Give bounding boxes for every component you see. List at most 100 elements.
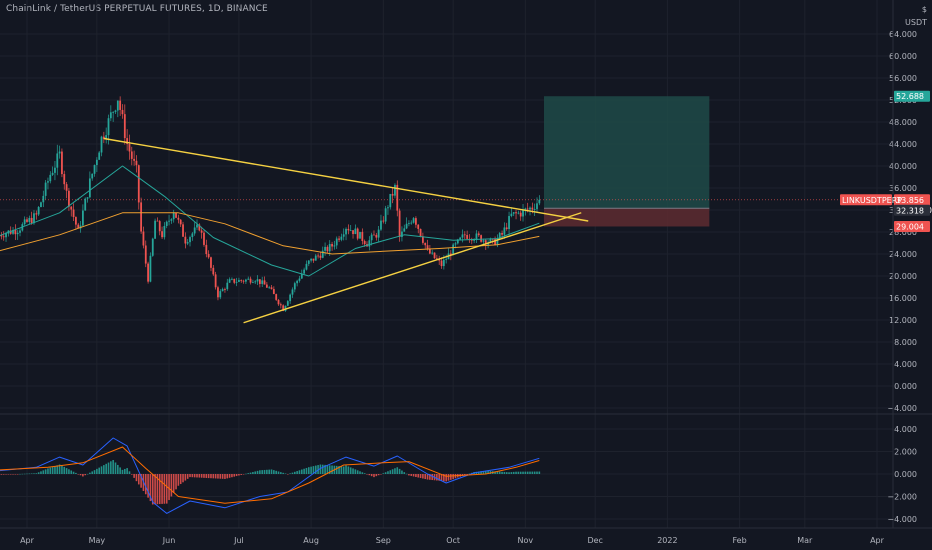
candle-body — [359, 231, 361, 239]
macd-histogram-bar — [349, 467, 352, 474]
last-price-badge: 33.856 — [896, 196, 924, 205]
candle-body — [415, 218, 417, 225]
macd-histogram-bar — [254, 471, 257, 474]
macd-histogram-bar — [189, 474, 191, 478]
macd-histogram-bar — [135, 474, 138, 482]
time-tick-label: Apr — [870, 536, 885, 545]
stop-price-badge: 29.004 — [896, 222, 924, 231]
candle-body — [147, 263, 149, 282]
candle-body — [172, 212, 175, 220]
candle-body — [333, 245, 336, 247]
macd-histogram-bar — [186, 474, 189, 479]
ema-series — [0, 165, 540, 277]
macd-histogram-bar — [259, 470, 261, 474]
macd-histogram-bar — [426, 474, 429, 480]
macd-histogram-bar — [508, 472, 510, 474]
macd-histogram-bar — [487, 470, 489, 474]
price-tick-label: 28.000 — [889, 228, 917, 237]
candle-body — [503, 227, 506, 235]
candle-body — [445, 259, 448, 260]
candle-body — [177, 217, 180, 220]
candle-body — [168, 220, 170, 222]
candle-body — [533, 209, 536, 210]
macd-histogram-bar — [494, 471, 496, 474]
macd-histogram-bar — [477, 471, 480, 474]
macd-histogram-bar — [445, 474, 447, 482]
macd-histogram-bar — [526, 471, 529, 474]
macd-histogram-bar — [30, 473, 33, 474]
candle-body — [265, 284, 268, 288]
macd-histogram-bar — [182, 474, 184, 483]
candle-body — [144, 245, 147, 264]
candle-body — [419, 228, 422, 237]
candle-body — [477, 233, 480, 236]
price-badges: 52.68833.85605:08:2032.31829.004LINKUSDT… — [840, 90, 932, 232]
entry-price-badge: 32.318 — [896, 206, 924, 215]
macd-histogram-bar — [294, 471, 296, 474]
candle-body — [384, 208, 387, 222]
price-tick-label: 16.000 — [889, 294, 917, 303]
macd-histogram-bar — [468, 473, 471, 475]
macd-histogram-bar — [35, 473, 38, 474]
candle-body — [154, 220, 156, 239]
candle-body — [312, 258, 315, 261]
macd-histogram-bar — [47, 468, 49, 474]
stop-price-badge-bg — [894, 220, 930, 232]
macd-histogram-bar — [89, 472, 91, 474]
candle-body — [538, 199, 541, 204]
macd-histogram-bar — [121, 469, 124, 474]
macd-histogram-bar — [137, 474, 140, 485]
macd-histogram-bar — [165, 474, 168, 504]
macd-histogram-bar — [119, 467, 121, 474]
macd-histogram-bar — [151, 474, 154, 505]
macd-histogram-bar — [117, 464, 119, 474]
macd-histogram-bar — [200, 474, 203, 478]
candle-body — [238, 280, 240, 282]
candle-body — [426, 245, 429, 249]
candle-body — [130, 151, 133, 159]
macd-histogram-bar — [210, 474, 212, 479]
macd-histogram-bar — [382, 473, 385, 474]
macd-histogram-bar — [370, 474, 373, 477]
time-tick-label: Oct — [446, 536, 460, 545]
candle-body — [454, 243, 457, 245]
macd-histogram-bar — [331, 465, 333, 474]
macd-histogram-bar — [284, 473, 287, 474]
candle-body — [170, 219, 173, 221]
candle-body — [109, 112, 112, 119]
macd-histogram-bar — [23, 473, 26, 475]
macd-histogram-bar — [268, 469, 270, 474]
signal-line — [0, 446, 540, 504]
candle-body — [121, 109, 124, 115]
candle-body — [137, 165, 140, 203]
time-tick-label: Apr — [20, 536, 35, 545]
candle-body — [247, 278, 250, 280]
macd-histogram-bar — [354, 469, 357, 474]
candle-body — [375, 234, 378, 238]
candle-body — [319, 255, 322, 258]
price-tick-label: 60.000 — [889, 52, 917, 61]
macd-histogram-bar — [340, 466, 343, 474]
candle-body — [88, 178, 91, 198]
candle-body — [515, 212, 517, 214]
macd-histogram-bar — [505, 472, 508, 474]
macd-histogram-bar — [103, 465, 105, 474]
macd-histogram-bar — [26, 473, 28, 475]
price-tick-label: 0.000 — [894, 382, 917, 391]
candle-body — [519, 212, 522, 217]
candle-body — [440, 260, 443, 267]
candle-body — [352, 230, 354, 235]
symbol-badge: LINKUSDTPERP — [842, 196, 902, 205]
candle-body — [368, 240, 371, 247]
candle-body — [293, 283, 296, 290]
position-zones — [0, 96, 893, 227]
candle-body — [19, 230, 21, 233]
macd-histogram-bar — [377, 474, 380, 476]
price-tick-label: 36.000 — [889, 184, 917, 193]
macd-histogram-bar — [391, 469, 394, 474]
candle-body — [408, 223, 410, 224]
candle-body — [317, 255, 319, 257]
macd-histogram-bar — [44, 469, 47, 474]
macd-histogram-bar — [196, 474, 198, 478]
